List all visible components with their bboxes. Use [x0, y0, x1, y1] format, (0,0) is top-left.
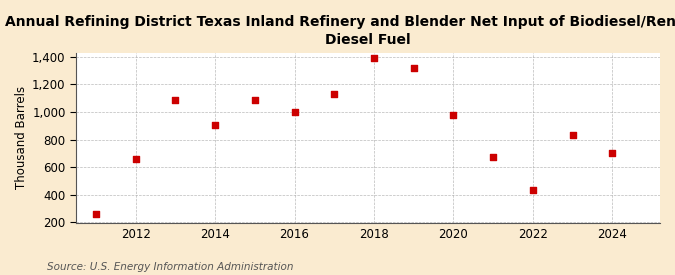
Point [448, 112, 459, 117]
Point [250, 98, 261, 103]
Point [329, 92, 340, 96]
Point [488, 155, 499, 160]
Point [527, 188, 538, 192]
Point [130, 157, 141, 161]
Point [289, 110, 300, 114]
Point [170, 98, 181, 103]
Point [369, 55, 379, 60]
Point [90, 212, 101, 216]
Point [607, 150, 618, 155]
Point [408, 66, 419, 70]
Y-axis label: Thousand Barrels: Thousand Barrels [15, 86, 28, 189]
Point [567, 133, 578, 138]
Title: Annual Refining District Texas Inland Refinery and Blender Net Input of Biodiese: Annual Refining District Texas Inland Re… [5, 15, 675, 47]
Point [210, 123, 221, 127]
Text: Source: U.S. Energy Information Administration: Source: U.S. Energy Information Administ… [47, 262, 294, 272]
